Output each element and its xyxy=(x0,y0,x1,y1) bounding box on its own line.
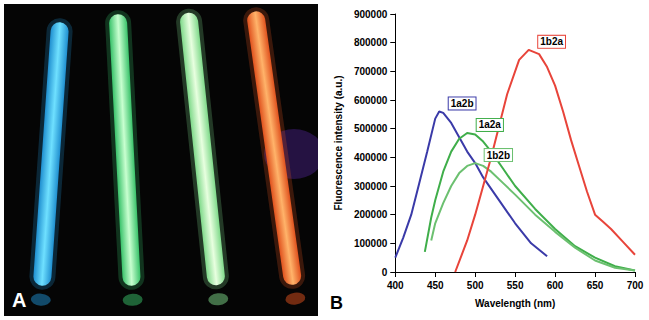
svg-text:200000: 200000 xyxy=(354,209,388,220)
svg-text:0: 0 xyxy=(382,267,388,278)
svg-text:500000: 500000 xyxy=(354,123,388,134)
svg-text:400000: 400000 xyxy=(354,152,388,163)
svg-text:700: 700 xyxy=(627,280,644,291)
html-text:B: B xyxy=(330,293,343,313)
svg-text:800000: 800000 xyxy=(354,37,388,48)
svg-text:600000: 600000 xyxy=(354,95,388,106)
svg-text:1a2b: 1a2b xyxy=(451,98,474,109)
svg-text:1b2a: 1b2a xyxy=(540,36,563,47)
svg-text:700000: 700000 xyxy=(354,66,388,77)
svg-text:Fluorescence intensity (a.u.): Fluorescence intensity (a.u.) xyxy=(333,75,344,210)
svg-text:450: 450 xyxy=(427,280,444,291)
svg-text:600: 600 xyxy=(547,280,564,291)
svg-text:650: 650 xyxy=(587,280,604,291)
svg-text:400: 400 xyxy=(387,280,404,291)
svg-text:550: 550 xyxy=(507,280,524,291)
svg-text:Wavelength (nm): Wavelength (nm) xyxy=(475,298,555,309)
svg-text:1b2b: 1b2b xyxy=(487,150,510,161)
svg-text:300000: 300000 xyxy=(354,181,388,192)
html-text:A: A xyxy=(12,289,27,311)
svg-text:100000: 100000 xyxy=(354,238,388,249)
svg-text:500: 500 xyxy=(467,280,484,291)
svg-text:900000: 900000 xyxy=(354,9,388,20)
svg-text:1a2a: 1a2a xyxy=(479,119,502,130)
